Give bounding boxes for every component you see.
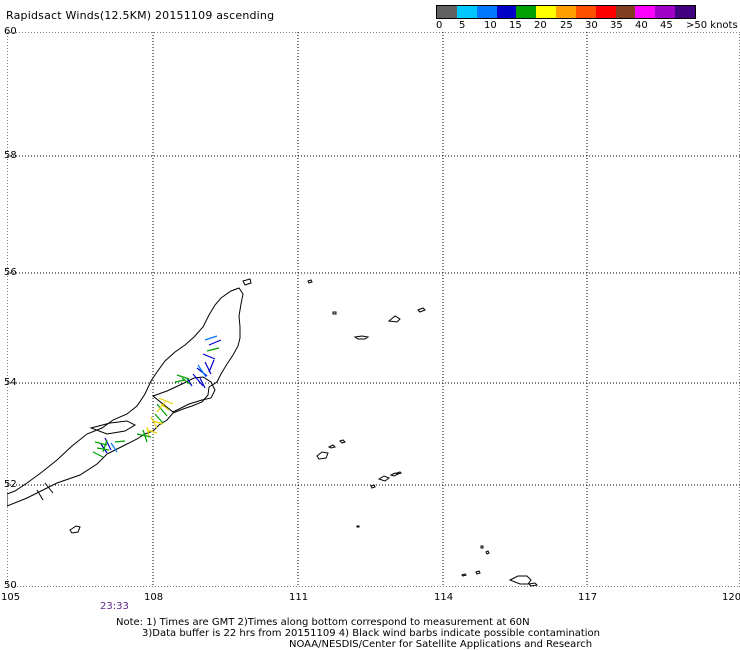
scale-swatch-0 — [437, 6, 457, 18]
scale-swatch-1 — [456, 6, 477, 18]
wind-map — [7, 32, 740, 587]
longitude-grid — [152, 32, 588, 587]
notes-line-3: NOAA/NESDIS/Center for Satellite Applica… — [289, 639, 593, 650]
scale-label-3: 15 — [509, 20, 522, 31]
scale-label-1: 5 — [459, 20, 466, 31]
scale-swatch-12 — [675, 6, 695, 18]
lon-label-114: 114 — [434, 592, 454, 603]
scale-swatch-6 — [556, 6, 576, 18]
scale-label-10: >50 knots — [686, 20, 738, 31]
lon-label-108: 108 — [144, 592, 164, 603]
notes-line-2: 3)Data buffer is 22 hrs from 20151109 4)… — [142, 628, 600, 639]
scale-swatch-8 — [595, 6, 616, 18]
scale-label-4: 20 — [534, 20, 547, 31]
map-frame — [7, 32, 740, 587]
lat-label-58: 58 — [4, 150, 17, 161]
latitude-grid — [7, 155, 740, 486]
scale-swatch-7 — [575, 6, 596, 18]
lon-label-105: 105 — [1, 592, 21, 603]
lon-label-117: 117 — [578, 592, 598, 603]
lat-label-52: 52 — [4, 479, 17, 490]
scale-label-6: 30 — [585, 20, 598, 31]
wind-barbs — [92, 335, 222, 458]
small-lakes — [69, 279, 539, 587]
pass-time-label: 23:33 — [100, 601, 129, 612]
scale-label-2: 10 — [484, 20, 497, 31]
scale-swatch-4 — [516, 6, 537, 18]
scale-label-8: 40 — [635, 20, 648, 31]
scale-label-0: 0 — [436, 20, 443, 31]
lon-label-120: 120 — [722, 592, 740, 603]
notes-line-1: Note: 1) Times are GMT 2)Times along bot… — [116, 617, 530, 628]
scale-swatch-10 — [635, 6, 656, 18]
lat-label-60: 60 — [4, 26, 17, 37]
lake-baikal-coastline — [7, 278, 252, 507]
lat-label-50: 50 — [4, 580, 17, 591]
lon-label-111: 111 — [289, 592, 309, 603]
lat-label-54: 54 — [4, 377, 17, 388]
scale-label-7: 35 — [610, 20, 623, 31]
lat-label-56: 56 — [4, 267, 17, 278]
scale-swatch-5 — [536, 6, 557, 18]
scale-swatch-9 — [615, 6, 636, 18]
map-title: Rapidsact Winds(12.5KM) 20151109 ascendi… — [6, 9, 275, 22]
wind-speed-color-scale — [436, 5, 696, 19]
scale-label-9: 45 — [660, 20, 673, 31]
scale-label-5: 25 — [560, 20, 573, 31]
scale-swatch-11 — [655, 6, 676, 18]
scale-swatch-3 — [496, 6, 517, 18]
scale-swatch-2 — [476, 6, 497, 18]
